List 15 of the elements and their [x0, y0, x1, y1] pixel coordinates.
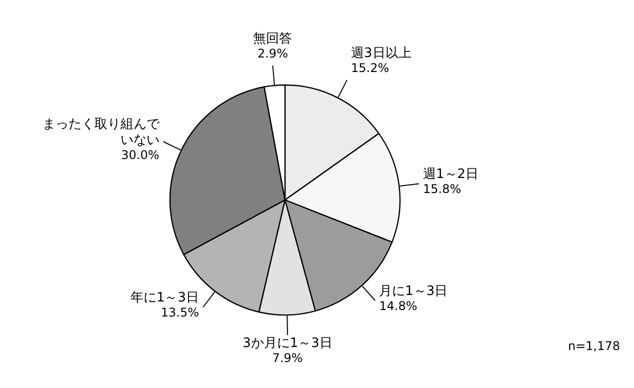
- slice-label: まったく取り組んでいない: [42, 117, 160, 148]
- text: n=1,178: [568, 339, 620, 353]
- slice-label: 月に1～3日: [379, 284, 448, 299]
- slice-label: 週1～2日: [423, 167, 479, 182]
- slice-label: 無回答: [253, 32, 292, 47]
- data-label: 7.9%: [272, 350, 303, 365]
- data-label: 15.8%: [423, 182, 462, 196]
- slice-label: 週3日以上: [350, 46, 412, 62]
- data-label: 13.5%: [160, 306, 199, 320]
- slice-label: 年に1～3日: [130, 290, 199, 306]
- data-label: 14.8%: [379, 298, 418, 313]
- data-label: 2.9%: [257, 46, 288, 61]
- slice-label: 3か月に1～3日: [242, 336, 332, 351]
- data-label: 15.2%: [350, 61, 390, 76]
- data-label: 30.0%: [121, 148, 160, 162]
